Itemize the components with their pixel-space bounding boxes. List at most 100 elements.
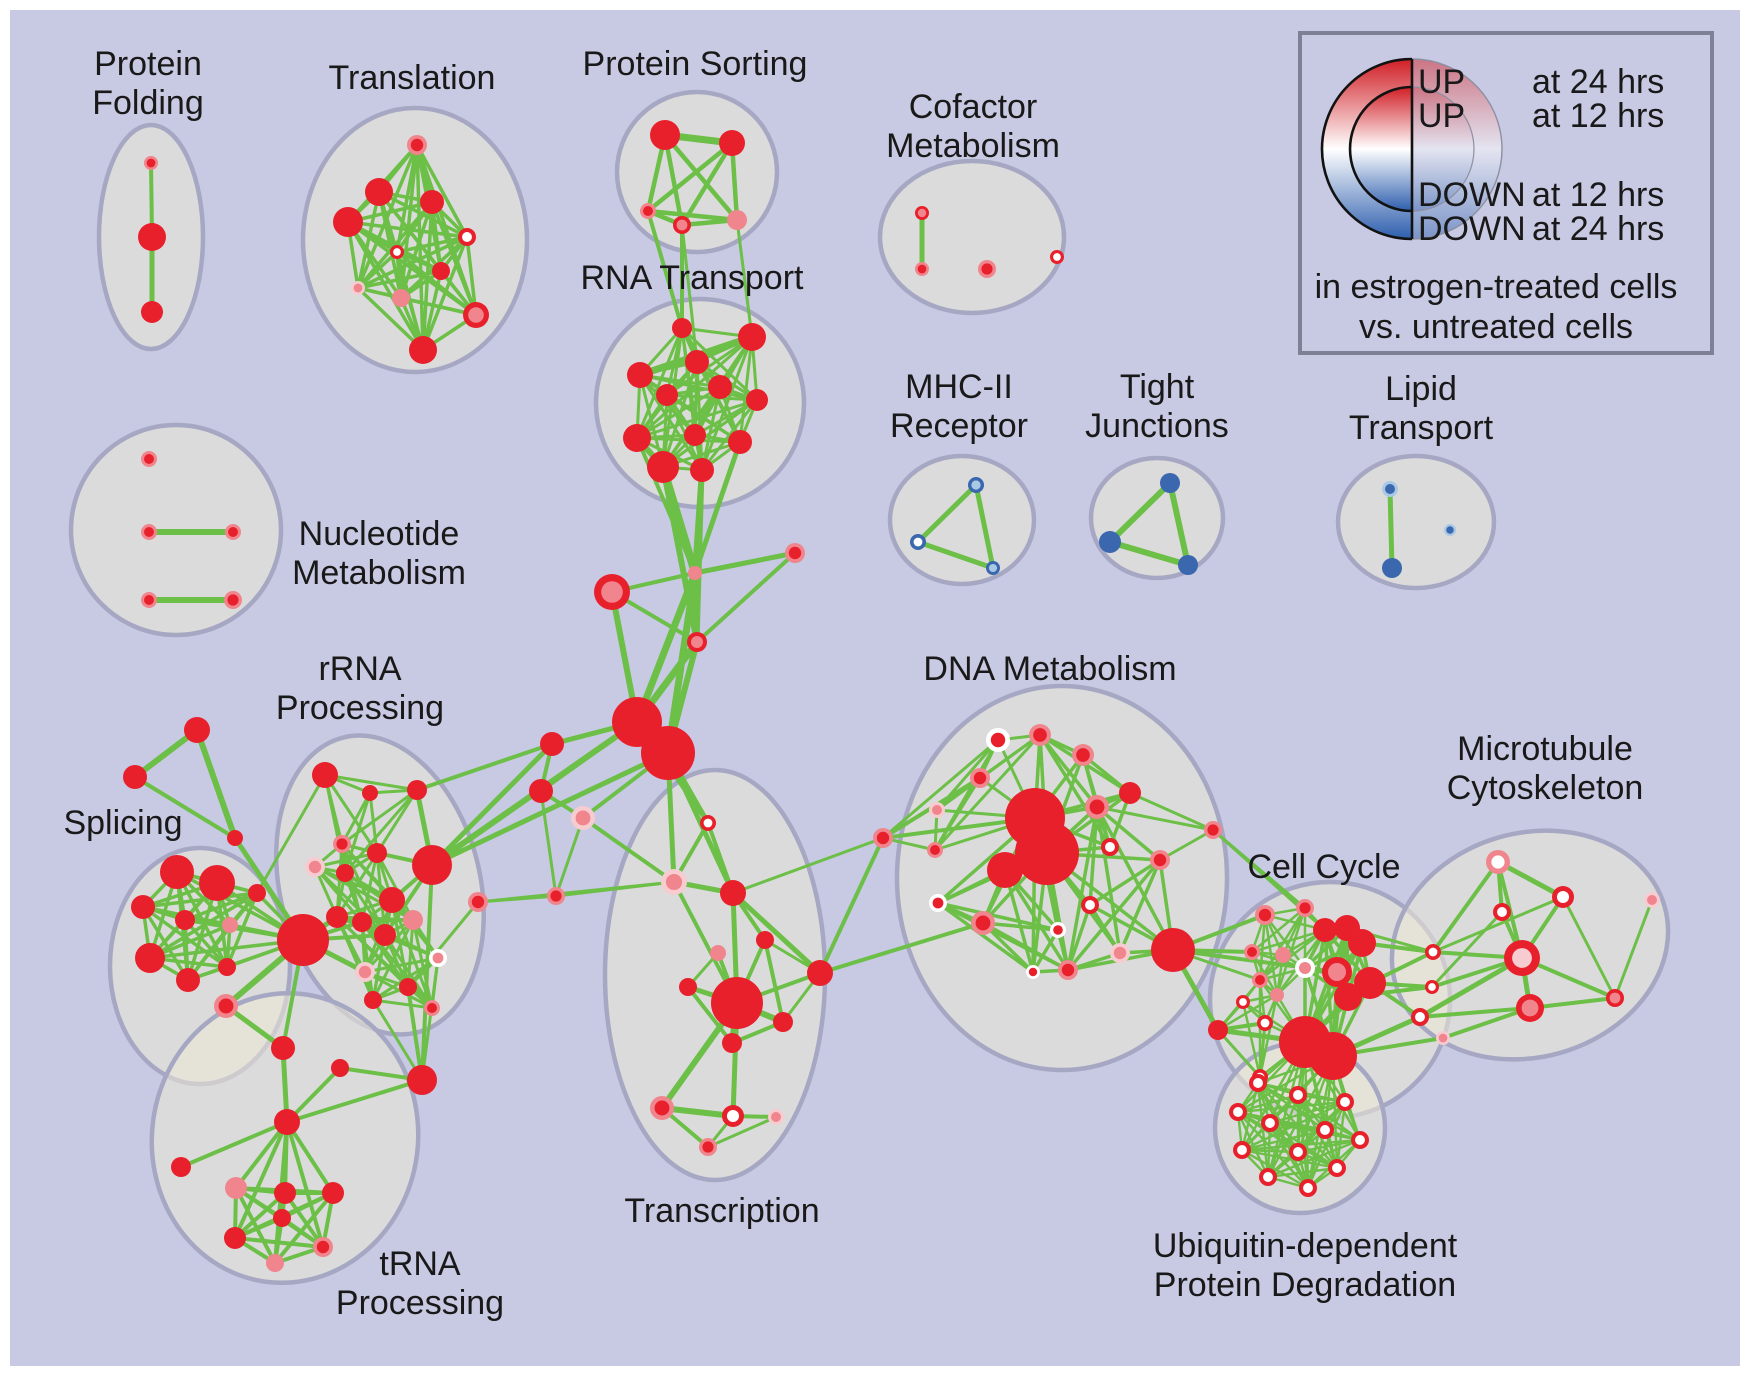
- network-node-pf1: [144, 156, 158, 170]
- network-node-d16: [1050, 922, 1066, 938]
- node-center: [1263, 1172, 1273, 1182]
- network-node-q4: [333, 835, 351, 853]
- network-edge: [662, 132, 740, 223]
- network-edge: [273, 1191, 335, 1265]
- network-edge: [1107, 480, 1173, 545]
- network-edge: [420, 956, 440, 1082]
- network-node-s2: [719, 130, 745, 156]
- network-node-g5: [1516, 994, 1544, 1022]
- node-center: [468, 307, 484, 323]
- node-center: [973, 771, 987, 785]
- network-node-d18: [1026, 965, 1040, 979]
- network-node-k9: [1257, 1015, 1273, 1031]
- node-center: [1438, 1033, 1448, 1043]
- network-edge: [371, 998, 424, 1082]
- network-node-v12: [1299, 1179, 1317, 1197]
- network-node-d5: [929, 802, 945, 818]
- network-edge: [346, 220, 425, 352]
- network-edge: [363, 918, 415, 974]
- cluster-label-translation-line1: Translation: [329, 59, 496, 97]
- network-edge: [1158, 828, 1215, 862]
- network-node-q13: [403, 910, 423, 930]
- network-node-t7: [432, 262, 450, 280]
- network-edge: [148, 891, 259, 960]
- network-node-k7: [1270, 988, 1284, 1002]
- node-center: [971, 480, 981, 490]
- network-edge: [313, 851, 379, 869]
- network-node-v2: [1289, 1086, 1307, 1104]
- network-edge: [646, 209, 684, 330]
- node-ring: [364, 991, 382, 1009]
- node-ring: [1382, 558, 1402, 578]
- network-node-q11: [352, 912, 372, 932]
- network-edge: [335, 915, 375, 1002]
- network-node-sp7: [176, 968, 200, 992]
- node-center: [1332, 1163, 1342, 1173]
- network-edge: [1418, 1006, 1532, 1019]
- network-edge: [1266, 1100, 1347, 1179]
- cluster-ellipse-transcription: [602, 767, 828, 1183]
- network-edge: [1095, 805, 1175, 952]
- node-ring: [540, 732, 564, 756]
- network-edge: [1240, 1128, 1327, 1152]
- node-ring: [1313, 918, 1337, 942]
- network-edge: [346, 220, 469, 239]
- network-node-d20: [1204, 821, 1222, 839]
- node-center: [1647, 895, 1657, 905]
- node-center: [1428, 947, 1438, 957]
- network-node-t6: [390, 245, 404, 259]
- node-center: [1076, 748, 1090, 762]
- node-ring: [987, 852, 1023, 888]
- cluster-label-lipid-transport-line1: Lipid: [1385, 370, 1457, 408]
- network-edge: [818, 836, 885, 975]
- network-node-n1: [141, 451, 157, 467]
- node-ring: [266, 1254, 284, 1272]
- node-ring: [685, 350, 709, 374]
- node-center: [1521, 999, 1539, 1017]
- network-node-g1: [1486, 850, 1510, 874]
- network-edge: [706, 1115, 778, 1149]
- network-node-b2: [1425, 980, 1439, 994]
- node-ring: [135, 943, 165, 973]
- network-node-g6: [1606, 989, 1624, 1007]
- network-edge: [633, 569, 699, 726]
- cluster-label-protein-folding-line1: Protein: [94, 45, 202, 83]
- network-edge: [645, 208, 740, 223]
- network-node-v4: [1229, 1103, 1247, 1121]
- node-center: [981, 263, 993, 275]
- cluster-label-mhc-ii-receptor-line2: Receptor: [890, 407, 1028, 445]
- legend-time-4: at 24 hrs: [1532, 210, 1664, 248]
- node-ring: [1309, 1032, 1357, 1080]
- network-edge: [680, 223, 699, 364]
- network-node-m3: [986, 561, 1000, 575]
- network-node-c3: [594, 574, 630, 610]
- node-center: [427, 1003, 437, 1013]
- legend-inner-arc-right: [1411, 86, 1475, 212]
- node-ring: [222, 917, 238, 933]
- network-node-q17: [364, 991, 382, 1009]
- network-edge: [730, 890, 823, 976]
- network-node-v1: [1249, 1074, 1267, 1092]
- node-ring: [688, 566, 702, 580]
- network-edge: [430, 200, 478, 317]
- node-ring: [684, 424, 706, 446]
- network-node-f4: [1050, 250, 1064, 264]
- cluster-label-ubiquitin-degradation-line2: Protein Degradation: [1154, 1266, 1456, 1304]
- network-edge: [1236, 1100, 1347, 1114]
- node-center: [913, 537, 923, 547]
- node-ring: [274, 1109, 300, 1135]
- node-ring: [1208, 1020, 1228, 1040]
- node-center: [308, 860, 322, 874]
- network-node-k4: [1275, 947, 1291, 963]
- network-node-d6: [1119, 782, 1141, 804]
- network-edge: [1268, 1121, 1310, 1190]
- network-node-m1: [968, 477, 984, 493]
- network-node-t11: [409, 336, 437, 364]
- network-node-d1: [986, 728, 1010, 752]
- node-ring: [379, 887, 405, 913]
- network-node-t9: [392, 289, 410, 307]
- node-ring: [171, 1157, 191, 1177]
- network-node-r6: [656, 384, 678, 406]
- network-edge: [1495, 859, 1566, 900]
- network-edge: [1216, 1028, 1262, 1079]
